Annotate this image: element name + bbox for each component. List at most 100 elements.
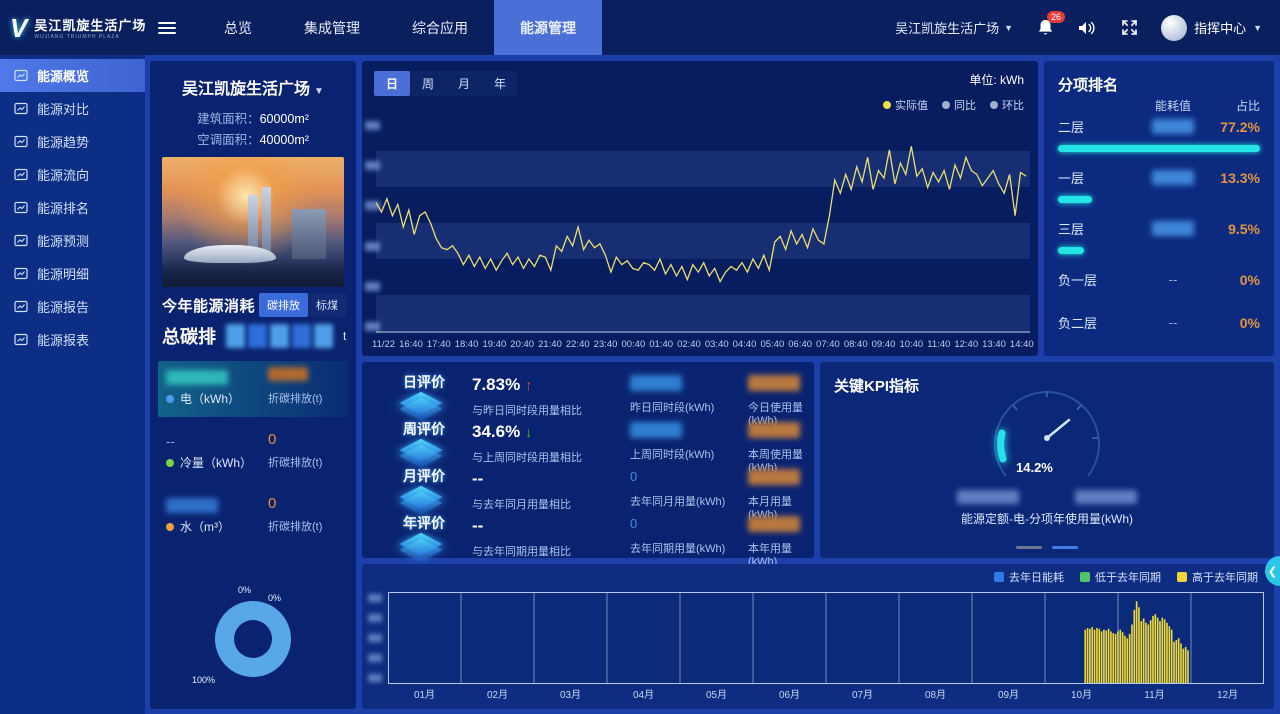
building-ground (162, 265, 344, 287)
bottom-legend: 去年日能耗 低于去年同期 高于去年同期 (994, 569, 1258, 585)
electricity-carbon-label: 折碳排放(t) (268, 393, 323, 405)
sidebar-item-label: 能源报表 (37, 333, 90, 348)
page-dot[interactable] (1016, 546, 1042, 549)
rank-row: 一层 13.3% (1058, 168, 1260, 218)
sidebar-item-1[interactable]: 能源对比 (0, 92, 145, 125)
nav-apps[interactable]: 综合应用 (412, 19, 468, 36)
site-selector-label: 吴江凯旋生活广场 (895, 21, 1000, 36)
eval-value-redacted (748, 375, 800, 391)
donut-label: 100% (192, 675, 216, 685)
month-label: 04月 (632, 690, 655, 701)
sidebar-item-label: 能源趋势 (37, 135, 90, 150)
tab-carbon[interactable]: 碳排放 (259, 293, 308, 317)
sidebar-item-8[interactable]: 能源报表 (0, 323, 145, 356)
sidebar-item-icon (14, 300, 28, 314)
collapse-panel-button[interactable]: ❮ (1265, 556, 1280, 586)
sidebar-item-4[interactable]: 能源排名 (0, 191, 145, 224)
menu-toggle-icon[interactable] (158, 19, 176, 37)
month-label: 06月 (778, 690, 801, 701)
consumption-title: 今年能源消耗 (162, 297, 256, 315)
legend-dot-icon (883, 101, 891, 109)
stat-cooling: -- 冷量（kWh） 0 折碳排放(t) (158, 425, 348, 481)
cooling-value: -- (166, 434, 175, 449)
main-nav: 总览 集成管理 综合应用 能源管理 (198, 0, 602, 55)
tab-month[interactable]: 月 (457, 77, 470, 91)
chevron-down-icon: ▼ (1253, 22, 1262, 33)
rank-title: 分项排名 (1058, 77, 1119, 94)
building-panel: 吴江凯旋生活广场 ▼ 建筑面积：60000m² 空调面积：40000m² 今年能源… (150, 61, 356, 709)
water-dot-icon (166, 522, 174, 531)
sidebar-item-icon (14, 102, 28, 116)
sidebar-item-label: 能源预测 (37, 234, 90, 249)
month-label: 03月 (559, 690, 582, 701)
water-carbon-label: 折碳排放(t) (268, 521, 323, 533)
eval-value-redacted (748, 422, 800, 438)
electricity-label: 电（kWh） (180, 392, 241, 406)
sidebar-item-5[interactable]: 能源预测 (0, 224, 145, 257)
sidebar-item-7[interactable]: 能源报告 (0, 290, 145, 323)
sidebar-item-6[interactable]: 能源明细 (0, 257, 145, 290)
sidebar-item-label: 能源概览 (37, 69, 90, 84)
legend-mom[interactable]: 环比 (990, 97, 1024, 113)
kpi-pagination[interactable] (820, 546, 1274, 549)
month-label: 12月 (1216, 690, 1239, 701)
carbon-donut-chart: 0% 0% 100% (150, 579, 356, 699)
app-logo: V 吴江凯旋生活广场 WUJIANG TRIUMPH PLAZA (0, 15, 150, 41)
nav-overview[interactable]: 总览 (224, 19, 252, 36)
building-tower (262, 187, 271, 257)
electricity-dot-icon (166, 394, 174, 403)
page-dot[interactable] (1052, 546, 1078, 549)
sidebar-item-label: 能源流向 (37, 168, 90, 183)
building-tower (248, 195, 258, 257)
legend-yoy[interactable]: 同比 (942, 97, 976, 113)
user-menu[interactable]: 指挥中心 ▼ (1161, 14, 1262, 41)
total-carbon-label: 总碳排 (162, 327, 216, 347)
electricity-carbon-redacted (268, 367, 308, 381)
sidebar-item-label: 能源报告 (37, 300, 90, 315)
nav-energy[interactable]: 能源管理 (494, 0, 602, 55)
legend-below[interactable]: 低于去年同期 (1080, 569, 1161, 585)
eval-value: 0 (630, 516, 638, 531)
cooling-dot-icon (166, 458, 174, 467)
rank-value-redacted (1152, 119, 1194, 134)
rank-row: 二层 77.2% (1058, 117, 1260, 167)
legend-above[interactable]: 高于去年同期 (1177, 569, 1258, 585)
building-mall (184, 245, 276, 263)
rank-col-pct: 占比 (1235, 99, 1260, 113)
sidebar-item-0[interactable]: 能源概览 (0, 59, 145, 92)
tab-coal[interactable]: 标煤 (308, 293, 346, 317)
sidebar-item-3[interactable]: 能源流向 (0, 158, 145, 191)
month-label: 02月 (486, 690, 509, 701)
avatar (1161, 14, 1188, 41)
legend-lastyear[interactable]: 去年日能耗 (994, 569, 1064, 585)
donut-ring (215, 601, 291, 677)
trend-x-axis: 11/22 16:40 17:40 18:40 19:40 20:40 21:40 22:40… (372, 339, 1034, 350)
water-carbon-value: 0 (268, 495, 277, 512)
site-selector[interactable]: 吴江凯旋生活广场 ▼ (895, 18, 1013, 37)
rank-row: 三层 9.5% (1058, 219, 1260, 269)
rank-bar (1058, 196, 1093, 203)
eval-row-day: 日评价 7.83% ↑ 与昨日同时段用量相比 昨日同时段(kWh) 今日使用量(kW… (376, 372, 806, 427)
building-selector[interactable]: 吴江凯旋生活广场 ▼ (150, 61, 356, 99)
tab-year[interactable]: 年 (493, 77, 506, 91)
notification-bell-icon[interactable]: 26 (1035, 10, 1066, 38)
arrow-up-icon: ↑ (525, 377, 533, 393)
sidebar-item-2[interactable]: 能源趋势 (0, 125, 145, 158)
ac-area-label: 空调面积： (197, 133, 260, 147)
rank-row: 负二层 -- 0% (1058, 314, 1260, 332)
tab-day[interactable]: 日 (374, 71, 410, 96)
area-label: 建筑面积： (197, 112, 260, 126)
arrow-down-icon: ↓ (525, 424, 533, 440)
month-label: 11月 (1144, 690, 1165, 701)
fullscreen-icon[interactable] (1119, 18, 1139, 38)
tab-week[interactable]: 周 (421, 77, 434, 91)
sidebar-item-icon (14, 69, 28, 83)
legend-dot-icon (990, 101, 998, 109)
top-bar: V 吴江凯旋生活广场 WUJIANG TRIUMPH PLAZA 总览 集成管理… (0, 0, 1280, 55)
speaker-icon[interactable] (1077, 18, 1097, 38)
legend-actual[interactable]: 实际值 (883, 97, 928, 113)
legend-square-icon (1080, 572, 1090, 582)
kpi-gauge (994, 391, 1100, 477)
nav-integration[interactable]: 集成管理 (304, 19, 360, 36)
